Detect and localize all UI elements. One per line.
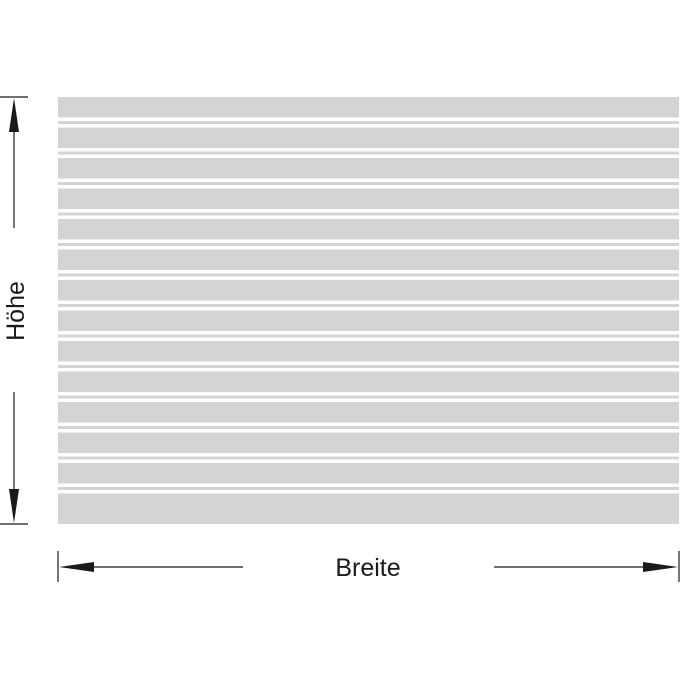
slat-line-upper [58, 361, 679, 365]
slat-gap [58, 178, 679, 189]
slat-line-lower [58, 398, 679, 402]
slat-gap [58, 148, 679, 158]
slat-line-upper [58, 483, 679, 487]
slat-line-lower [58, 246, 679, 250]
height-dimension: Höhe [0, 96, 30, 525]
slat-line-lower [58, 368, 679, 372]
slat-line-upper [58, 422, 679, 426]
slat-gap [58, 483, 679, 494]
slat-line-upper [58, 300, 679, 304]
slat-line-upper [58, 209, 679, 213]
slat-line-upper [58, 453, 679, 457]
slat-line-upper [58, 270, 679, 274]
slat-line-lower [58, 490, 679, 494]
height-arrow-up-icon [9, 98, 19, 132]
width-dimension: Breite [57, 551, 680, 582]
slat-line-upper [58, 117, 679, 121]
slat-gap [58, 361, 679, 372]
slat-gap [58, 117, 679, 128]
slat-line-upper [58, 239, 679, 243]
slat-gap [58, 270, 679, 280]
slat-line-upper [58, 331, 679, 335]
striped-panel [58, 97, 679, 524]
slat-gap [58, 300, 679, 311]
slat-line-upper [58, 392, 679, 396]
slat-line-lower [58, 215, 679, 219]
slat-gap [58, 422, 679, 433]
slat-gap [58, 209, 679, 219]
width-arrow-left-icon [59, 562, 94, 572]
width-arrow-right-icon [643, 562, 678, 572]
slat-gap [58, 239, 679, 250]
slat-line-lower [58, 276, 679, 280]
slat-line-lower [58, 337, 679, 341]
slat-line-lower [58, 185, 679, 189]
slat-line-upper [58, 148, 679, 152]
slat-line-lower [58, 307, 679, 311]
slat-line-lower [58, 124, 679, 128]
slat-line-lower [58, 459, 679, 463]
slat-gap [58, 392, 679, 402]
width-label: Breite [335, 554, 400, 582]
height-label: Höhe [2, 281, 30, 341]
height-arrow-down-icon [9, 489, 19, 523]
slat-gap [58, 331, 679, 341]
slat-gap [58, 453, 679, 463]
slat-line-upper [58, 178, 679, 182]
slat-line-lower [58, 429, 679, 433]
slat-line-lower [58, 154, 679, 158]
